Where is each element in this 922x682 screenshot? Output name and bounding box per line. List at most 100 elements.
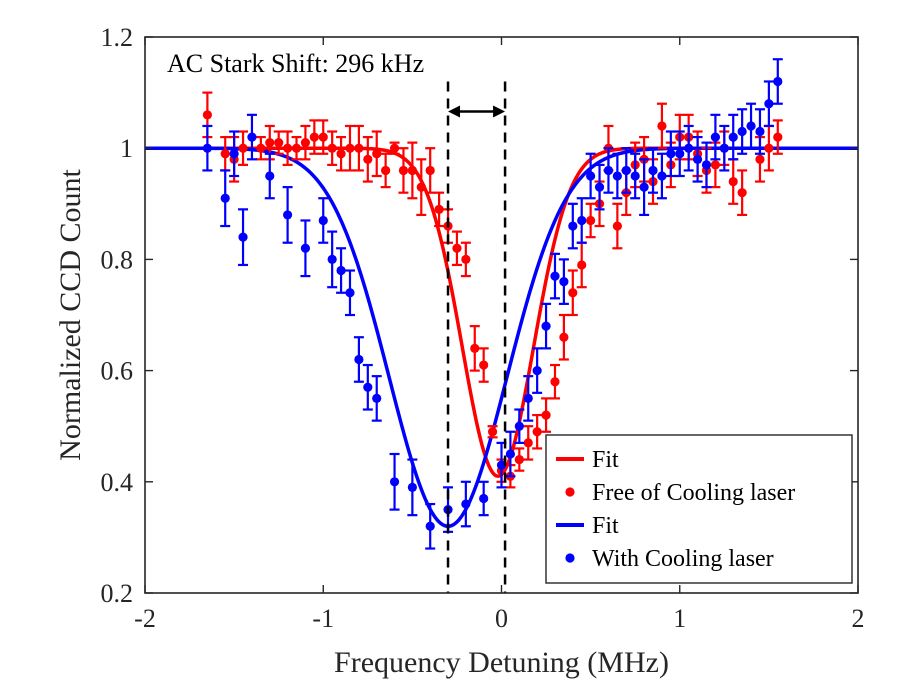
data-point xyxy=(327,230,338,289)
point-marker xyxy=(425,165,435,176)
data-point xyxy=(407,458,418,517)
point-marker xyxy=(407,165,417,176)
data-point xyxy=(416,158,427,217)
data-point xyxy=(585,152,596,200)
point-marker xyxy=(728,176,738,187)
point-marker xyxy=(300,138,311,148)
data-point xyxy=(478,480,489,517)
point-marker xyxy=(247,132,257,142)
data-point xyxy=(496,441,507,489)
point-marker xyxy=(755,154,765,164)
data-point xyxy=(353,336,364,383)
point-marker xyxy=(577,260,587,270)
y-tick-label: 0.4 xyxy=(101,468,134,497)
point-marker xyxy=(291,143,302,153)
data-point xyxy=(630,152,641,200)
data-point xyxy=(282,130,293,166)
point-marker xyxy=(612,221,622,231)
data-point xyxy=(585,202,596,239)
data-point xyxy=(514,408,525,444)
data-point xyxy=(692,135,703,183)
legend-label: Fit xyxy=(592,447,619,473)
data-point xyxy=(567,269,578,317)
x-tick-label: -1 xyxy=(312,604,334,633)
point-marker xyxy=(550,377,560,387)
point-marker xyxy=(389,477,400,487)
point-marker xyxy=(363,382,373,392)
data-point xyxy=(264,152,275,200)
point-marker xyxy=(764,99,774,109)
annotation-text: AC Stark Shift: 296 kHz xyxy=(167,49,424,78)
point-marker xyxy=(541,410,551,420)
data-point xyxy=(612,202,623,250)
point-marker xyxy=(523,438,533,448)
x-tick-label: -2 xyxy=(134,604,156,633)
legend-label: Fit xyxy=(592,513,619,539)
point-marker xyxy=(710,160,721,170)
point-marker xyxy=(541,321,551,331)
point-marker xyxy=(398,165,409,176)
point-marker xyxy=(586,215,596,226)
data-point xyxy=(238,208,249,267)
data-point xyxy=(567,202,578,250)
plot-area xyxy=(145,58,858,593)
data-point xyxy=(701,141,712,189)
point-marker xyxy=(550,271,560,281)
point-marker xyxy=(505,449,516,459)
point-marker xyxy=(202,110,212,120)
point-marker xyxy=(461,254,471,264)
point-marker xyxy=(363,154,373,164)
point-marker xyxy=(372,393,382,403)
point-marker xyxy=(354,354,364,365)
data-point xyxy=(523,425,534,461)
data-point xyxy=(425,147,436,194)
point-marker xyxy=(532,366,542,376)
point-marker xyxy=(559,332,569,342)
data-point xyxy=(336,135,347,172)
data-point xyxy=(469,325,480,372)
data-point xyxy=(202,124,213,172)
point-marker xyxy=(657,121,667,131)
data-point xyxy=(746,102,757,150)
point-marker xyxy=(345,288,355,298)
shift-arrow-right-head xyxy=(493,105,506,118)
data-point xyxy=(434,191,445,228)
data-point xyxy=(273,130,284,155)
point-marker xyxy=(594,182,605,192)
data-point xyxy=(389,452,400,511)
point-marker xyxy=(773,76,783,87)
data-point xyxy=(549,252,560,300)
point-marker xyxy=(514,454,524,465)
data-point xyxy=(710,113,721,161)
data-point xyxy=(612,152,623,200)
axes: -2 -1 0 1 2 0.2 0.4 0.6 0.8 1 1.2 xyxy=(101,23,865,633)
point-marker xyxy=(220,149,230,159)
data-point xyxy=(478,347,489,383)
data-point xyxy=(674,130,685,178)
data-point xyxy=(541,397,552,433)
data-point xyxy=(532,413,543,450)
point-marker xyxy=(479,360,489,370)
point-marker xyxy=(648,165,658,176)
point-marker xyxy=(577,215,587,226)
data-point xyxy=(309,119,320,155)
point-marker xyxy=(336,265,346,276)
stark-shift-annotation xyxy=(446,81,507,593)
point-marker xyxy=(603,165,614,176)
data-point xyxy=(514,447,525,472)
data-point xyxy=(523,375,534,422)
point-marker xyxy=(746,121,756,131)
data-point xyxy=(621,147,632,194)
point-marker xyxy=(381,165,391,176)
data-point xyxy=(380,152,391,189)
y-tick-label: 0.6 xyxy=(101,357,134,386)
data-point xyxy=(754,108,765,155)
point-marker xyxy=(389,143,400,153)
data-point xyxy=(460,241,471,278)
point-marker xyxy=(559,277,569,287)
data-point xyxy=(344,269,355,317)
point-marker xyxy=(630,171,640,181)
data-point xyxy=(576,197,587,244)
point-marker xyxy=(265,138,275,148)
data-point xyxy=(656,102,667,150)
